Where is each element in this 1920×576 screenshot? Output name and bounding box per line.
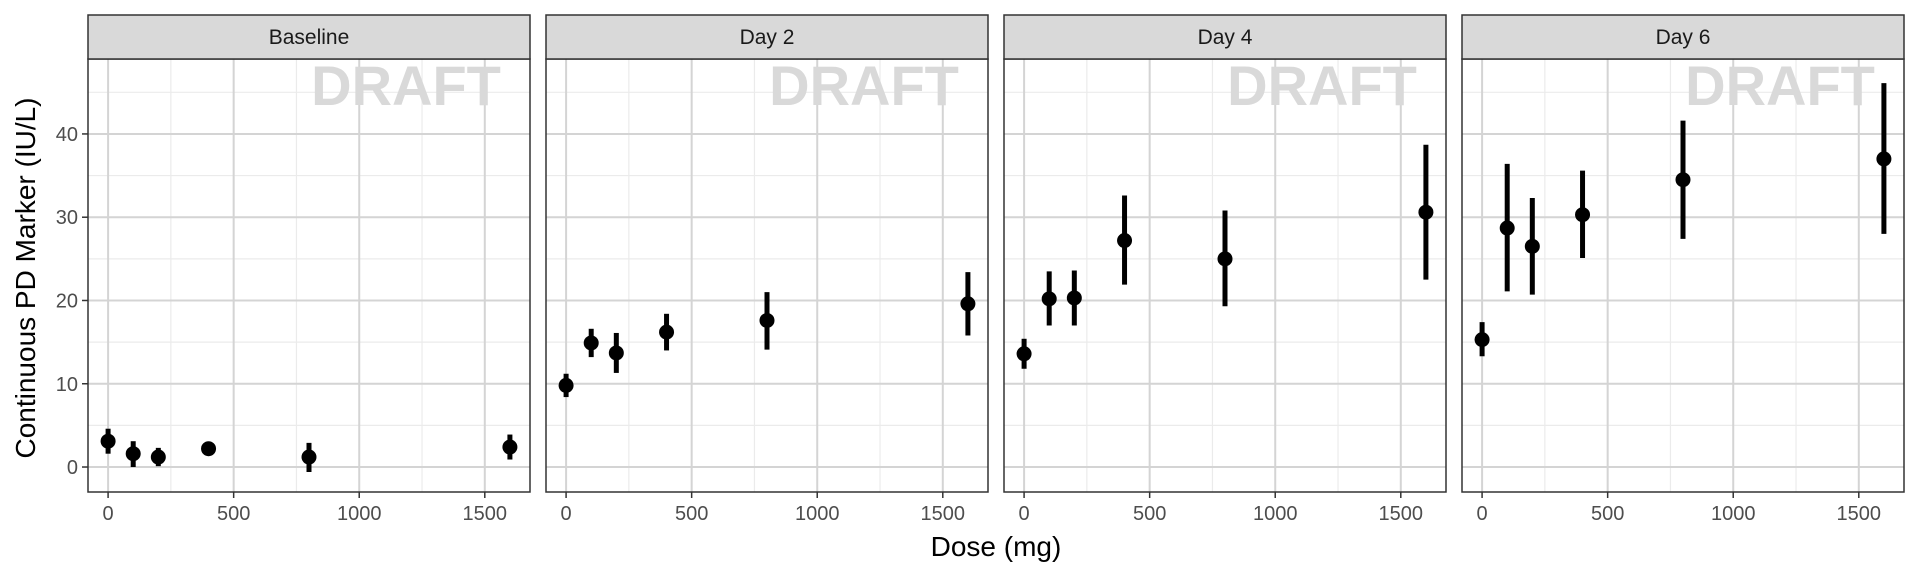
facet-strip-label: Day 6 bbox=[1656, 26, 1711, 49]
data-point bbox=[1876, 151, 1892, 167]
facet-strip bbox=[1461, 14, 1905, 60]
x-tick-label: 0 bbox=[103, 503, 114, 525]
y-tick-label: 40 bbox=[56, 124, 78, 146]
x-tick-label: 1500 bbox=[1837, 503, 1882, 525]
x-tick-label: 500 bbox=[217, 503, 250, 525]
draft-watermark: DRAFT bbox=[311, 54, 501, 117]
facet-panel: DRAFT Day 6 0 500 1000 1500 bbox=[1461, 14, 1905, 525]
facet-strip bbox=[87, 14, 531, 60]
data-point bbox=[1117, 233, 1133, 249]
data-point bbox=[583, 335, 599, 351]
x-tick-label: 500 bbox=[1133, 503, 1166, 525]
x-tick-label: 1000 bbox=[1711, 503, 1756, 525]
x-tick-label: 1000 bbox=[1253, 503, 1298, 525]
x-tick-label: 0 bbox=[1477, 503, 1488, 525]
data-point bbox=[759, 312, 775, 328]
x-tick-label: 500 bbox=[675, 503, 708, 525]
draft-watermark: DRAFT bbox=[1685, 54, 1875, 117]
x-tick-label: 0 bbox=[1019, 503, 1030, 525]
data-point bbox=[150, 449, 166, 465]
data-point bbox=[659, 324, 675, 340]
data-point bbox=[1575, 207, 1591, 223]
x-tick-label: 1500 bbox=[463, 503, 508, 525]
y-tick-label: 0 bbox=[67, 457, 78, 479]
x-tick-label: 0 bbox=[561, 503, 572, 525]
x-axis-title: Dose (mg) bbox=[931, 531, 1062, 562]
y-tick-label: 30 bbox=[56, 207, 78, 229]
facet-strip bbox=[545, 14, 989, 60]
data-point bbox=[1041, 291, 1057, 307]
data-point bbox=[1016, 346, 1032, 362]
facet-strip bbox=[1003, 14, 1447, 60]
x-tick-label: 500 bbox=[1591, 503, 1624, 525]
draft-watermark: DRAFT bbox=[1227, 54, 1417, 117]
facet-panel: DRAFT Baseline 0 500 1000 1500 0 10 20 30 40 bbox=[56, 14, 531, 525]
y-tick-label: 10 bbox=[56, 374, 78, 396]
facet-strip-label: Day 2 bbox=[740, 26, 795, 49]
facet-panel: DRAFT Day 2 0 500 1000 1500 bbox=[545, 14, 989, 525]
data-point bbox=[608, 345, 624, 361]
data-point bbox=[1066, 290, 1082, 306]
data-point bbox=[502, 439, 518, 455]
y-axis-title: Continuous PD Marker (IU/L) bbox=[10, 97, 41, 458]
data-point bbox=[1524, 238, 1540, 254]
panel-background bbox=[546, 59, 988, 492]
data-point bbox=[100, 433, 116, 449]
x-tick-label: 1000 bbox=[795, 503, 840, 525]
data-point bbox=[1418, 204, 1434, 220]
facet-strip-label: Baseline bbox=[269, 26, 350, 49]
data-point bbox=[1499, 220, 1515, 236]
data-point bbox=[125, 446, 141, 462]
facet-strip-label: Day 4 bbox=[1198, 26, 1253, 49]
x-tick-label: 1500 bbox=[1379, 503, 1424, 525]
data-point bbox=[1217, 251, 1233, 267]
data-point bbox=[1675, 172, 1691, 188]
data-point bbox=[1474, 332, 1490, 348]
data-point bbox=[558, 377, 574, 393]
panel-background bbox=[88, 59, 530, 492]
y-tick-label: 20 bbox=[56, 290, 78, 312]
draft-watermark: DRAFT bbox=[769, 54, 959, 117]
x-tick-label: 1500 bbox=[921, 503, 966, 525]
facet-panel: DRAFT Day 4 0 500 1000 1500 bbox=[1003, 14, 1447, 525]
data-point bbox=[201, 441, 217, 457]
data-point bbox=[960, 296, 976, 312]
x-tick-label: 1000 bbox=[337, 503, 382, 525]
data-point bbox=[301, 449, 317, 465]
